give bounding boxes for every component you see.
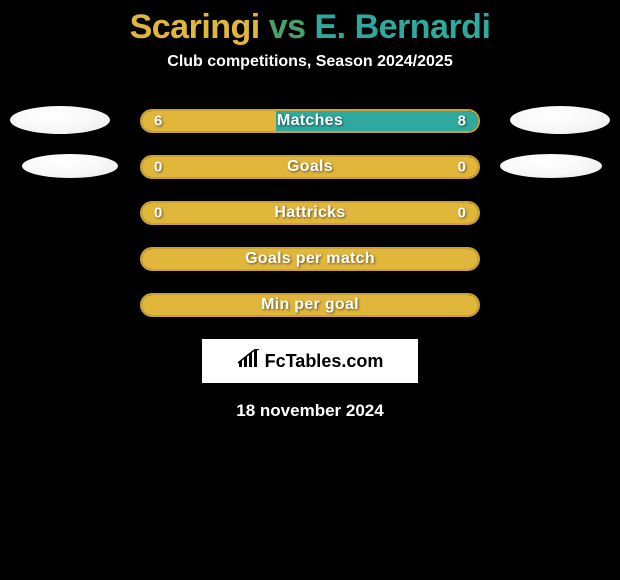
orb-left [22, 154, 118, 178]
stat-value-right: 8 [458, 113, 466, 130]
stat-bar: Hattricks 0 0 [140, 201, 480, 225]
stat-label: Goals per match [245, 250, 375, 268]
stats-panel: Matches 6 8 Goals 0 0 Hattricks 0 0 Goals per mat… [0, 109, 620, 317]
stat-label: Goals [287, 158, 333, 176]
stat-value-right: 0 [458, 159, 466, 176]
title-player1: Scaringi [130, 8, 260, 46]
page-title: Scaringi vs E. Bernardi [0, 0, 620, 47]
logo-box: FcTables.com [202, 339, 418, 383]
chart-icon [237, 349, 261, 374]
orb-right [500, 154, 602, 178]
stat-label: Hattricks [274, 204, 345, 222]
stat-bar: Matches 6 8 [140, 109, 480, 133]
stat-row: Hattricks 0 0 [0, 201, 620, 225]
date-label: 18 november 2024 [0, 401, 620, 421]
stat-row: Goals 0 0 [0, 155, 620, 179]
logo-text: FcTables.com [265, 351, 384, 372]
stat-label: Matches [277, 112, 343, 130]
orb-left [10, 106, 110, 134]
title-vs: vs [269, 8, 306, 46]
title-player2: E. Bernardi [315, 8, 491, 46]
stat-bar: Goals 0 0 [140, 155, 480, 179]
stat-row: Matches 6 8 [0, 109, 620, 133]
stat-label: Min per goal [261, 296, 359, 314]
subtitle: Club competitions, Season 2024/2025 [0, 53, 620, 71]
stat-bar: Goals per match [140, 247, 480, 271]
stat-value-left: 0 [154, 205, 162, 222]
stat-bar: Min per goal [140, 293, 480, 317]
stat-value-right: 0 [458, 205, 466, 222]
stat-row: Goals per match [0, 247, 620, 271]
stat-row: Min per goal [0, 293, 620, 317]
orb-right [510, 106, 610, 134]
stat-value-left: 0 [154, 159, 162, 176]
stat-value-left: 6 [154, 113, 162, 130]
